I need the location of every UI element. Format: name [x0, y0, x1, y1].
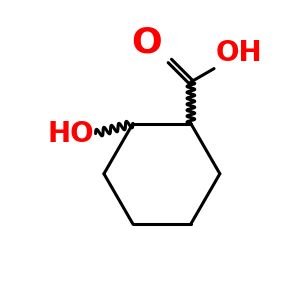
Text: OH: OH [215, 39, 262, 67]
Text: O: O [132, 26, 162, 59]
Text: HO: HO [47, 120, 94, 148]
